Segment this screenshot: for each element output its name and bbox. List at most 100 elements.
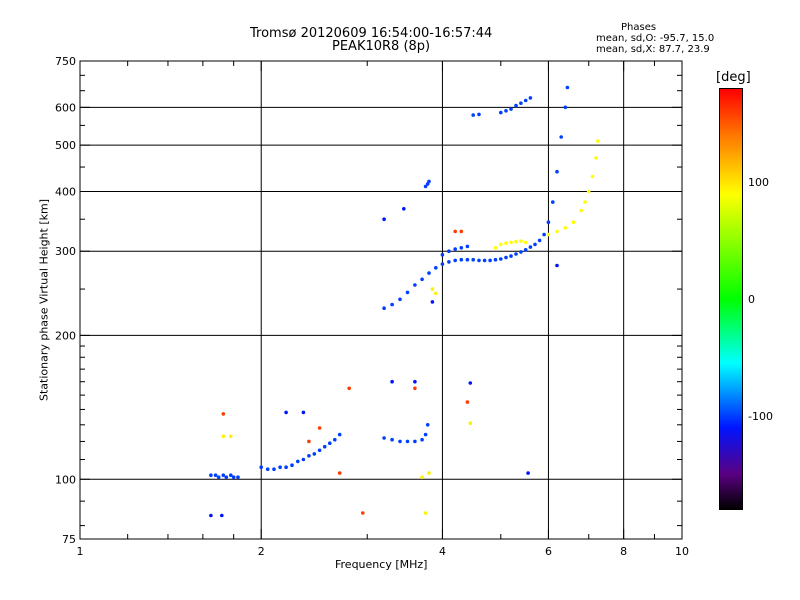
data-point <box>559 135 563 139</box>
y-tick-label: 500 <box>55 139 76 152</box>
data-point <box>465 244 470 249</box>
data-point <box>301 410 306 415</box>
data-point <box>347 386 352 391</box>
data-point <box>220 513 224 518</box>
data-point <box>468 381 473 385</box>
data-point <box>209 473 213 478</box>
data-point <box>509 240 513 245</box>
data-point <box>216 475 221 480</box>
data-point <box>337 432 342 437</box>
data-point <box>459 257 464 262</box>
data-point <box>259 465 264 470</box>
data-point <box>405 290 410 295</box>
data-point <box>427 271 431 275</box>
data-point <box>523 240 528 245</box>
data-point <box>477 258 481 263</box>
data-point <box>499 257 503 261</box>
y-tick-label: 600 <box>55 101 76 114</box>
data-point <box>398 297 402 302</box>
x-tick-label: 10 <box>675 545 689 558</box>
data-point <box>420 277 424 282</box>
y-tick-label: 200 <box>55 329 76 342</box>
data-point <box>542 232 546 237</box>
phase-colorbar <box>719 88 743 510</box>
y-tick-label: 300 <box>55 245 76 258</box>
data-point <box>504 109 508 113</box>
data-point <box>272 467 276 472</box>
data-point <box>465 400 470 404</box>
data-point <box>555 169 559 174</box>
data-point <box>586 189 591 194</box>
data-point <box>420 437 424 442</box>
data-point <box>514 239 518 244</box>
data-point <box>519 239 523 243</box>
data-point <box>447 260 451 264</box>
data-point <box>328 441 332 446</box>
data-point <box>221 473 226 478</box>
colorbar-tick-label: -100 <box>748 410 773 423</box>
data-point <box>590 174 595 179</box>
data-point <box>317 426 322 430</box>
data-point <box>528 245 533 249</box>
data-point <box>440 262 445 266</box>
data-point <box>537 238 542 243</box>
data-point <box>390 437 394 442</box>
data-point <box>307 439 311 444</box>
data-point <box>459 246 464 250</box>
data-point <box>440 252 445 257</box>
data-point <box>425 423 430 427</box>
data-point <box>453 258 458 263</box>
data-point <box>229 473 233 478</box>
data-point <box>413 439 417 444</box>
data-point <box>382 306 386 311</box>
chart-title-line2: PEAK10R8 (8p) <box>332 39 431 54</box>
data-point <box>459 229 464 234</box>
data-point <box>390 379 394 384</box>
data-point <box>423 511 428 515</box>
data-point <box>555 263 559 268</box>
x-tick-label: 4 <box>439 545 446 558</box>
data-point <box>555 229 559 234</box>
chart-title-line1: Tromsø 20120609 16:54:00-16:57:44 <box>250 26 493 41</box>
data-point <box>427 179 431 184</box>
data-point <box>402 207 406 211</box>
data-point <box>563 105 568 110</box>
data-point <box>405 439 410 444</box>
data-point <box>413 379 417 384</box>
data-point <box>453 247 458 251</box>
data-point <box>317 448 322 453</box>
data-point <box>509 107 513 111</box>
data-point <box>333 437 337 442</box>
data-point <box>579 208 583 213</box>
data-point <box>471 257 476 262</box>
data-point <box>488 258 492 263</box>
data-point <box>322 444 327 449</box>
phases-o-stats: mean, sd,O: -95.7, 15.0 <box>596 33 715 44</box>
data-point <box>278 465 282 470</box>
data-point <box>447 249 451 253</box>
data-point <box>382 436 386 440</box>
data-point <box>434 266 438 270</box>
data-point <box>477 112 481 117</box>
x-tick-label: 8 <box>620 545 627 558</box>
data-point <box>596 139 600 143</box>
data-point <box>471 113 476 117</box>
data-point <box>499 242 503 247</box>
data-point <box>423 432 428 437</box>
colorbar-label: [deg] <box>716 70 751 85</box>
data-point <box>312 452 317 456</box>
data-point <box>514 252 518 256</box>
data-point <box>499 110 503 115</box>
data-point <box>209 513 213 518</box>
data-point <box>337 471 342 475</box>
data-point <box>523 248 528 252</box>
data-point <box>493 246 498 250</box>
phases-x-stats: mean, sd,X: 87.7, 23.9 <box>596 44 710 55</box>
y-tick-label: 400 <box>55 185 76 198</box>
data-point <box>413 283 417 287</box>
y-tick-label: 750 <box>55 55 76 68</box>
data-point <box>465 257 470 262</box>
data-point <box>420 475 424 480</box>
data-point <box>290 463 294 468</box>
